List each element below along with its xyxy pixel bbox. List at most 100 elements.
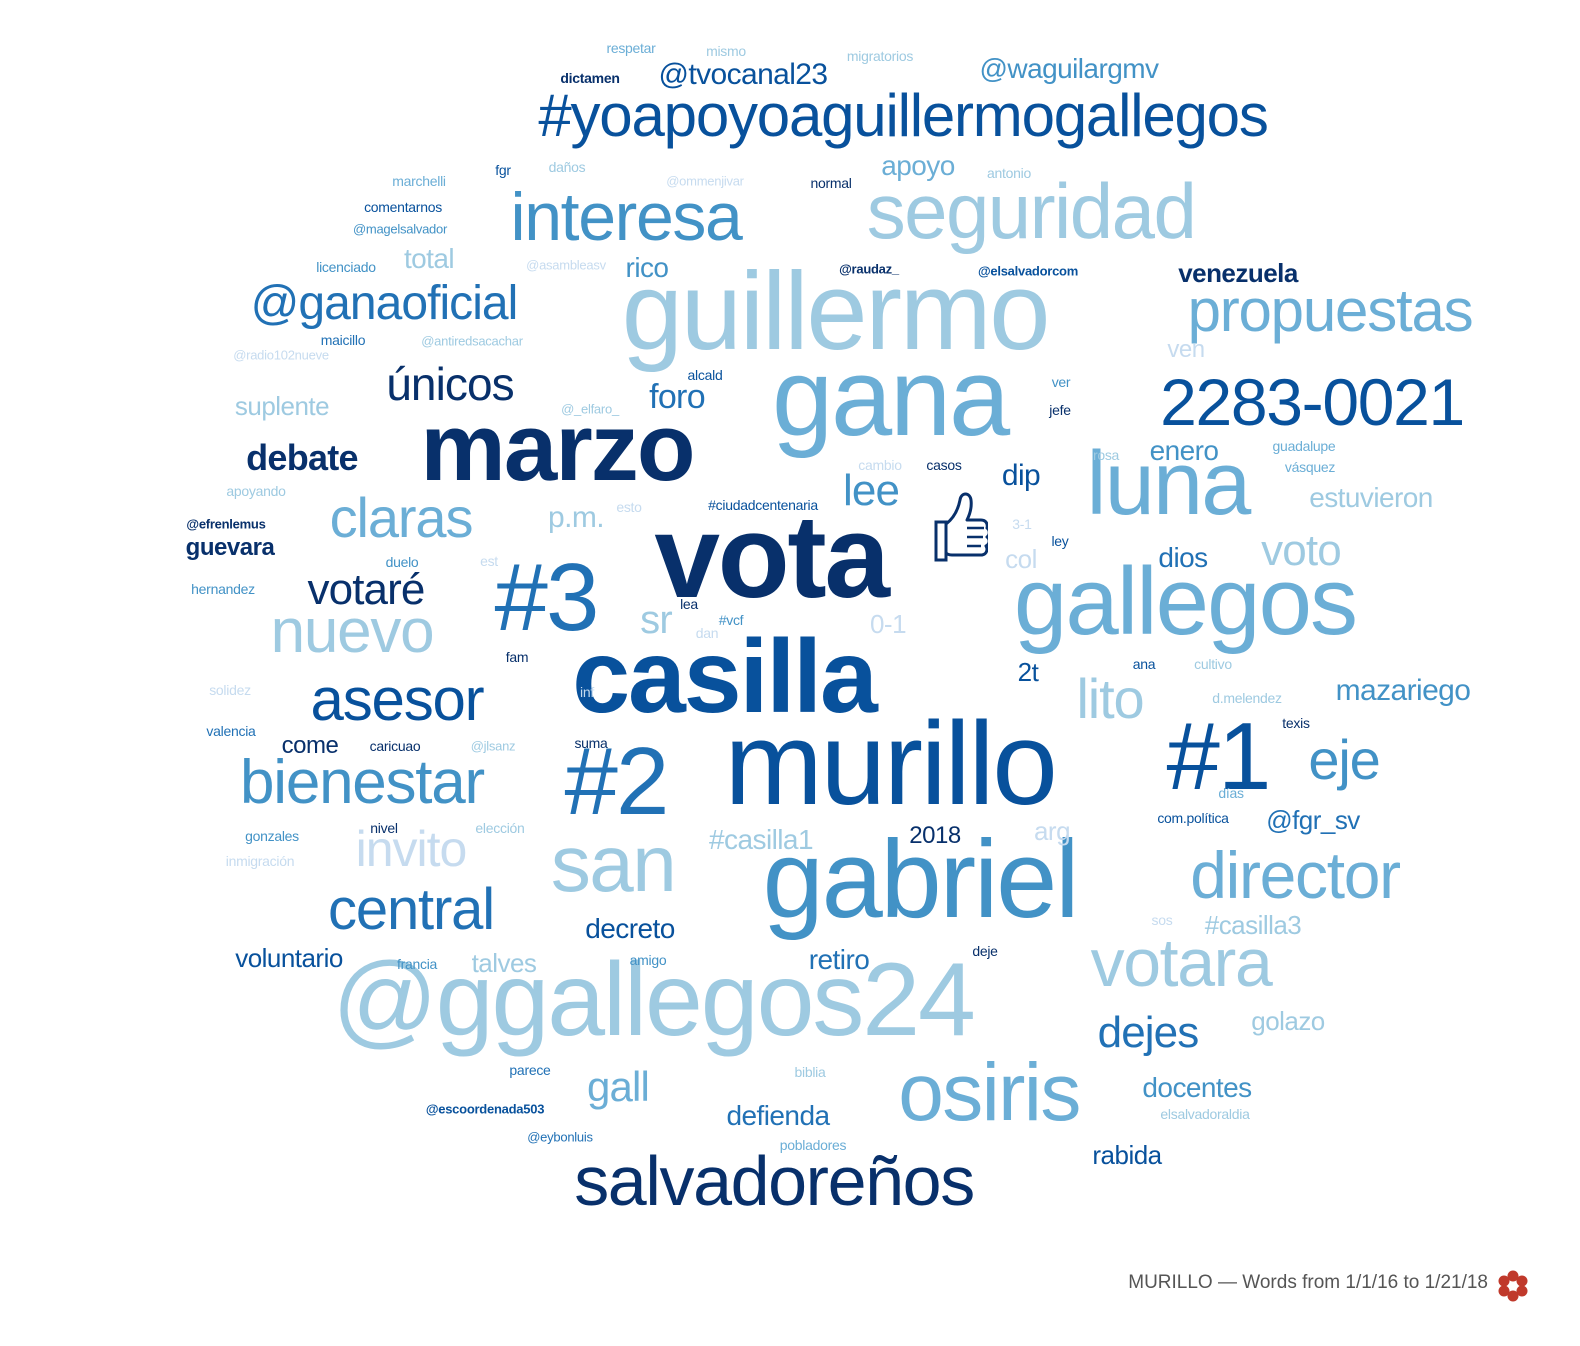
word-134: parece bbox=[509, 1062, 551, 1078]
word-47: rico bbox=[625, 252, 669, 283]
word-59: come bbox=[281, 732, 339, 759]
word-49: ven bbox=[1167, 336, 1205, 363]
word-43: @tvocanal23 bbox=[658, 58, 829, 91]
word-74: mismo bbox=[706, 43, 746, 59]
word-112: dan bbox=[695, 625, 719, 641]
word-82: antonio bbox=[987, 165, 1031, 181]
word-131: deje bbox=[972, 943, 998, 959]
word-35: voto bbox=[1261, 526, 1342, 575]
word-62: arg bbox=[1033, 816, 1071, 846]
word-100: casos bbox=[926, 457, 962, 473]
word-86: @asambleasv bbox=[526, 257, 606, 273]
word-71: defienda bbox=[726, 1100, 831, 1131]
word-96: guadalupe bbox=[1272, 438, 1336, 454]
word-95: jefe bbox=[1049, 402, 1071, 418]
word-101: apoyando bbox=[226, 483, 286, 499]
word-70: docentes bbox=[1142, 1072, 1252, 1103]
word-92: alcald bbox=[687, 367, 723, 383]
word-123: suma bbox=[574, 735, 608, 751]
word-66: talves bbox=[471, 948, 537, 978]
word-103: esto bbox=[616, 499, 642, 515]
word-2: gana bbox=[772, 336, 1010, 459]
word-98: vásquez bbox=[1284, 459, 1336, 475]
word-72: rabida bbox=[1092, 1140, 1162, 1170]
word-53: dip bbox=[1001, 459, 1041, 492]
word-88: @elsalvadorcom bbox=[977, 263, 1079, 279]
word-58: 2t bbox=[1017, 657, 1039, 687]
word-20: votara bbox=[1090, 925, 1273, 1001]
word-124: días bbox=[1218, 785, 1244, 801]
word-24: central bbox=[328, 877, 495, 942]
word-114: ana bbox=[1132, 656, 1156, 672]
word-93: @_elfaro_ bbox=[561, 401, 619, 417]
word-1: guillermo bbox=[621, 250, 1051, 373]
word-108: est bbox=[480, 553, 498, 569]
flower-logo-icon bbox=[1498, 1270, 1528, 1302]
word-111: #vcf bbox=[718, 612, 744, 628]
word-14: seguridad bbox=[866, 167, 1197, 255]
word-102: @efrenlemus bbox=[186, 516, 266, 532]
word-76: dictamen bbox=[560, 70, 620, 86]
word-29: únicos bbox=[386, 358, 514, 410]
word-52: estuvieron bbox=[1309, 482, 1433, 513]
word-15: interesa bbox=[510, 179, 742, 255]
word-19: osiris bbox=[898, 1047, 1081, 1138]
word-127: elección bbox=[475, 820, 525, 836]
word-99: cambio bbox=[858, 457, 902, 473]
word-85: licenciado bbox=[316, 259, 376, 275]
word-4: vota bbox=[654, 491, 890, 623]
word-36: sr bbox=[640, 598, 673, 642]
word-91: @radio102nueve bbox=[233, 347, 329, 363]
word-37: dejes bbox=[1097, 1008, 1200, 1057]
word-0: #yoapoyoaguillermogallegos bbox=[538, 82, 1269, 149]
word-90: @antiredsacachar bbox=[421, 333, 523, 349]
word-122: @jlsanz bbox=[470, 738, 516, 754]
word-129: inmigración bbox=[225, 853, 295, 869]
word-67: retiro bbox=[808, 944, 870, 975]
word-38: gall bbox=[586, 1063, 650, 1110]
word-109: hernandez bbox=[191, 581, 255, 597]
word-135: biblia bbox=[794, 1064, 826, 1080]
word-22: san bbox=[550, 819, 677, 908]
word-87: @raudaz_ bbox=[839, 261, 899, 277]
word-8: @ggallegos24 bbox=[332, 942, 976, 1058]
word-45: apoyo bbox=[881, 150, 955, 181]
word-33: eje bbox=[1308, 728, 1381, 791]
word-32: lito bbox=[1076, 667, 1144, 730]
word-23: bienestar bbox=[240, 748, 485, 817]
word-105: 3-1 bbox=[1012, 516, 1032, 532]
word-9: gallegos bbox=[1013, 548, 1358, 655]
word-12: #2 bbox=[564, 728, 670, 835]
word-5: murillo bbox=[724, 698, 1058, 830]
word-28: @ganaoficial bbox=[250, 277, 519, 330]
word-46: total bbox=[403, 243, 455, 274]
word-125: gonzales bbox=[245, 828, 299, 844]
word-48: venezuela bbox=[1178, 258, 1298, 288]
word-106: ley bbox=[1051, 533, 1069, 549]
word-130: sos bbox=[1151, 912, 1173, 928]
word-132: francia bbox=[396, 956, 438, 972]
word-121: caricuao bbox=[369, 738, 421, 754]
word-84: @magelsalvador bbox=[352, 221, 448, 237]
word-133: amigo bbox=[629, 952, 667, 968]
footer-caption: MURILLO — Words from 1/1/16 to 1/21/18 bbox=[1128, 1272, 1488, 1293]
word-137: elsalvadoraldia bbox=[1160, 1106, 1250, 1122]
word-60: #casilla1 bbox=[709, 824, 813, 855]
word-110: lea bbox=[680, 596, 698, 612]
word-51: enero bbox=[1149, 435, 1219, 466]
word-113: fam bbox=[505, 649, 529, 665]
word-31: invito bbox=[355, 821, 468, 877]
word-97: rosa bbox=[1092, 447, 1120, 463]
word-39: debate bbox=[246, 437, 358, 478]
word-17: propuestas bbox=[1187, 277, 1474, 344]
word-42: mazariego bbox=[1335, 674, 1471, 707]
word-119: valencia bbox=[206, 723, 256, 739]
word-126: nivel bbox=[370, 820, 398, 836]
thumbs-up-icon bbox=[934, 492, 988, 562]
word-94: ver bbox=[1051, 374, 1071, 390]
word-139: pobladores bbox=[779, 1137, 847, 1153]
word-120: texis bbox=[1282, 715, 1310, 731]
word-21: director bbox=[1190, 838, 1401, 912]
word-116: solidez bbox=[209, 682, 251, 698]
